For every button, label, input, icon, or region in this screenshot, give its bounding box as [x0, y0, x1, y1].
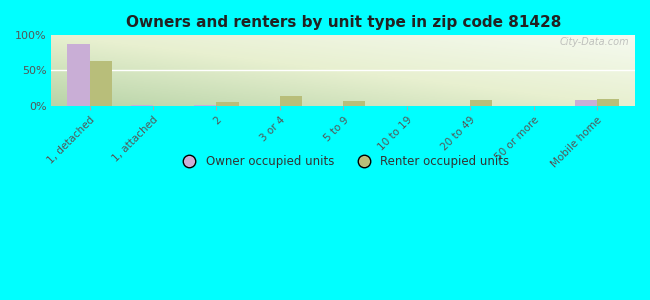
Text: City-Data.com: City-Data.com — [560, 37, 629, 47]
Bar — [194, 105, 216, 106]
Title: Owners and renters by unit type in zip code 81428: Owners and renters by unit type in zip c… — [125, 15, 561, 30]
Bar — [470, 100, 492, 106]
Bar — [131, 105, 153, 106]
Bar — [90, 61, 112, 106]
Bar — [575, 100, 597, 106]
Bar — [68, 44, 90, 106]
Bar — [597, 99, 619, 106]
Legend: Owner occupied units, Renter occupied units: Owner occupied units, Renter occupied un… — [173, 150, 514, 172]
Bar — [280, 96, 302, 106]
Bar — [343, 101, 365, 106]
Bar — [216, 102, 239, 106]
